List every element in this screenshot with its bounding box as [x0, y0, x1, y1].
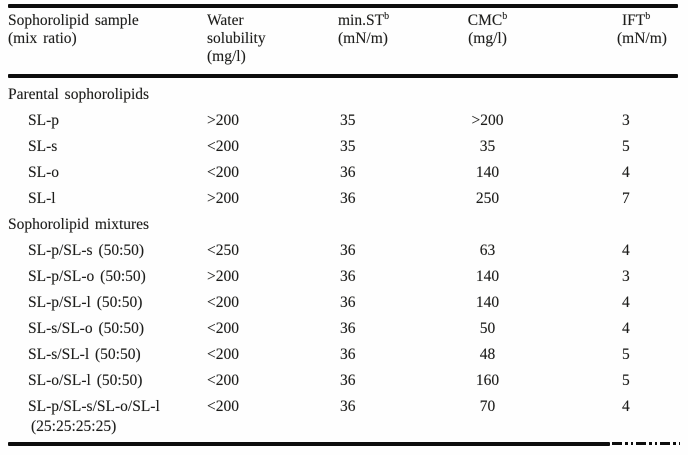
col-header-sample-line2: (mix ratio)	[8, 30, 77, 47]
table-bottom-rule	[8, 442, 610, 446]
sample-cell: SL-p	[28, 112, 59, 129]
ift-cell: 4	[622, 320, 630, 337]
ift-cell: 4	[622, 294, 630, 311]
col-header-min-st-unit: (mN/m)	[338, 30, 388, 47]
water-solubility-cell: <200	[207, 398, 239, 415]
col-header-cmc-unit: (mg/l)	[468, 30, 507, 47]
col-header-water-line2: solubility	[207, 30, 266, 47]
section-title: Sophorolipid mixtures	[8, 216, 150, 233]
min-st-cell: 36	[340, 242, 356, 259]
ift-cell: 4	[622, 398, 630, 415]
footnote-marker-b: b	[384, 11, 390, 22]
table-row: SL-o <200 36 140 4	[0, 160, 688, 186]
table-top-rule	[8, 4, 678, 8]
water-solubility-cell: <200	[207, 164, 239, 181]
table-row: SL-s/SL-o (50:50) <200 36 50 4	[0, 316, 688, 342]
sample-cell: SL-o/SL-l (50:50)	[28, 372, 143, 389]
water-solubility-cell: <200	[207, 320, 239, 337]
col-header-min-st-title: min.ST	[338, 12, 385, 29]
col-header-water-line1: Water	[207, 12, 244, 29]
sample-cell: SL-s/SL-l (50:50)	[28, 346, 141, 363]
ift-cell: 3	[622, 268, 630, 285]
footnote-marker-b: b	[502, 11, 508, 22]
water-solubility-cell: <200	[207, 294, 239, 311]
table-row: SL-l >200 36 250 7	[0, 186, 688, 212]
col-header-ift-title: IFT	[622, 12, 646, 29]
table-row: SL-p/SL-l (50:50) <200 36 140 4	[0, 290, 688, 316]
sample-cell: SL-p/SL-l (50:50)	[28, 294, 143, 311]
ift-cell: 4	[622, 164, 630, 181]
sample-cell-ratio-line: (25:25:25:25)	[31, 418, 117, 435]
water-solubility-cell: >200	[207, 112, 239, 129]
sample-cell: SL-l	[28, 190, 56, 207]
table-row: SL-p/SL-s/SL-o/SL-l (25:25:25:25) <200 36 70…	[0, 394, 688, 440]
water-solubility-cell: >200	[207, 268, 239, 285]
table-header-rule	[8, 74, 678, 78]
cmc-cell: 35	[479, 138, 496, 155]
cmc-cell: 70	[479, 398, 496, 415]
footnote-marker-b: b	[645, 11, 651, 22]
table-row: SL-s/SL-l (50:50) <200 36 48 5	[0, 342, 688, 368]
min-st-cell: 36	[340, 294, 356, 311]
min-st-cell: 35	[340, 138, 356, 155]
cmc-cell: 63	[479, 242, 496, 259]
sample-cell: SL-p/SL-s (50:50)	[28, 242, 145, 259]
water-solubility-cell: <250	[207, 242, 239, 259]
min-st-cell: 36	[340, 268, 356, 285]
cmc-cell: >200	[471, 112, 504, 129]
section-title: Parental sophorolipids	[8, 86, 150, 103]
cmc-cell: 140	[475, 268, 500, 285]
col-header-water-line3: (mg/l)	[207, 48, 246, 65]
min-st-cell: 36	[340, 346, 356, 363]
min-st-cell: 36	[340, 190, 356, 207]
cmc-cell: 250	[475, 190, 500, 207]
table-row: SL-p >200 35 >200 3	[0, 108, 688, 134]
col-header-min-st: min.STb (mN/m)	[338, 12, 389, 48]
col-header-cmc: CMCb (mg/l)	[430, 12, 545, 48]
cmc-cell: 48	[479, 346, 496, 363]
water-solubility-cell: <200	[207, 372, 239, 389]
min-st-cell: 36	[340, 320, 356, 337]
cmc-cell: 140	[475, 164, 500, 181]
ift-cell: 4	[622, 242, 630, 259]
cmc-cell: 160	[475, 372, 500, 389]
table-row: SL-p/SL-o (50:50) >200 36 140 3	[0, 264, 688, 290]
table-body: Parental sophorolipids SL-p >200 35 >200 3 SL-…	[0, 82, 688, 440]
min-st-cell: 36	[340, 164, 356, 181]
cmc-cell: 50	[479, 320, 496, 337]
cmc-cell: 140	[475, 294, 500, 311]
table-row: SL-o/SL-l (50:50) <200 36 160 5	[0, 368, 688, 394]
ift-cell: 7	[622, 190, 630, 207]
sample-cell: SL-s	[28, 138, 58, 155]
min-st-cell: 36	[340, 372, 356, 389]
col-header-cmc-title: CMC	[467, 12, 503, 29]
ift-cell: 5	[622, 346, 630, 363]
table-header-row: Sophorolipid sample (mix ratio) Water so…	[0, 12, 688, 72]
min-st-cell: 36	[340, 398, 356, 415]
min-st-cell: 35	[340, 112, 356, 129]
sample-cell: SL-p/SL-s/SL-o/SL-l (25:25:25:25)	[28, 398, 160, 435]
water-solubility-cell: >200	[207, 190, 239, 207]
col-header-water-solubility: Water solubility (mg/l)	[207, 12, 266, 66]
bottom-rule-scan-artifact	[612, 442, 680, 445]
water-solubility-cell: <200	[207, 138, 239, 155]
col-header-sample-line1: Sophorolipid sample	[8, 12, 139, 29]
col-header-ift: IFTb (mN/m)	[617, 12, 667, 48]
ift-cell: 5	[622, 138, 630, 155]
col-header-sample: Sophorolipid sample (mix ratio)	[8, 12, 139, 48]
col-header-ift-unit: (mN/m)	[617, 30, 667, 47]
water-solubility-cell: <200	[207, 346, 239, 363]
ift-cell: 5	[622, 372, 630, 389]
ift-cell: 3	[622, 112, 630, 129]
sample-cell: SL-o	[28, 164, 59, 181]
table-row: SL-s <200 35 35 5	[0, 134, 688, 160]
table-row: SL-p/SL-s (50:50) <250 36 63 4	[0, 238, 688, 264]
sample-cell: SL-s/SL-o (50:50)	[28, 320, 145, 337]
sample-cell: SL-p/SL-o (50:50)	[28, 268, 146, 285]
